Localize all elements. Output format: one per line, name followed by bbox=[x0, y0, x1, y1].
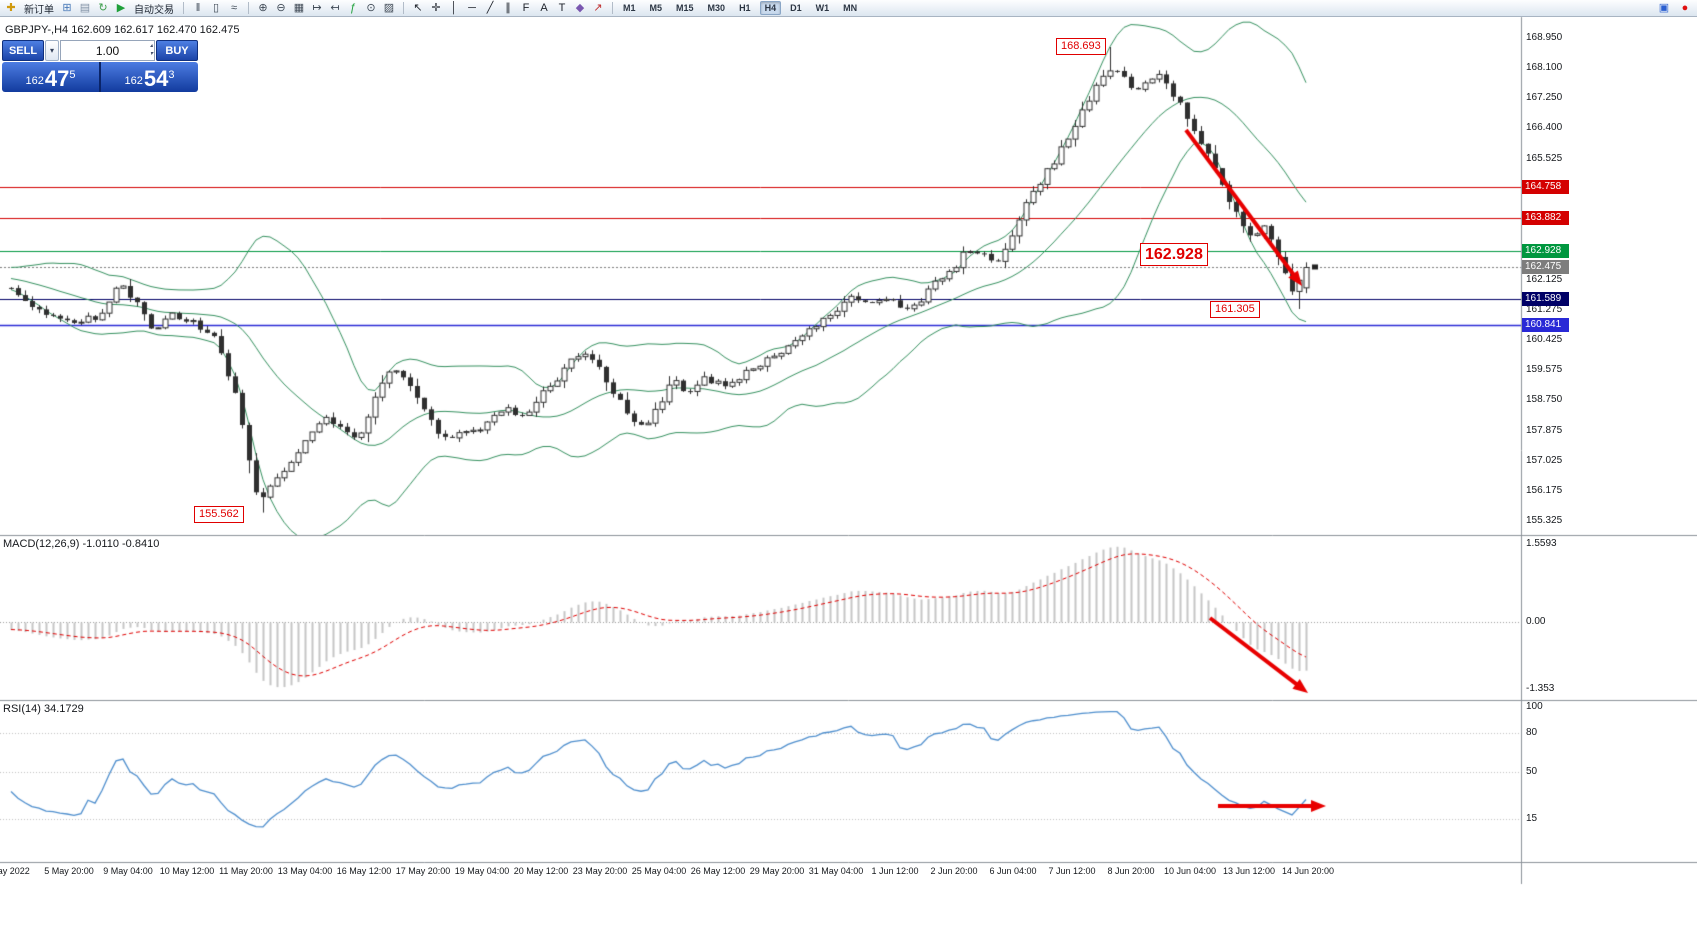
refresh-icon[interactable]: ↻ bbox=[98, 1, 108, 14]
volume-value: 1.00 bbox=[95, 43, 120, 58]
tile-windows-icon[interactable]: ▦ bbox=[293, 1, 305, 14]
one-click-trading-panel: SELL ▾ 1.00 ▴ ▾ BUY 162 47 5 162 54 3 bbox=[2, 40, 198, 92]
bar-chart-icon[interactable]: ‖ bbox=[195, 1, 201, 14]
timeframe-M30[interactable]: M30 bbox=[707, 3, 726, 13]
order-options-dropdown[interactable]: ▾ bbox=[45, 40, 59, 61]
timeframe-D1[interactable]: D1 bbox=[790, 3, 802, 13]
timeframe-H1[interactable]: H1 bbox=[739, 3, 751, 13]
ask-prefix: 162 bbox=[124, 75, 143, 87]
timeframe-MN[interactable]: MN bbox=[843, 3, 858, 13]
volume-stepper[interactable]: ▴ ▾ bbox=[150, 42, 153, 58]
arrows-icon[interactable]: ↗ bbox=[593, 1, 603, 14]
sell-button[interactable]: SELL bbox=[2, 40, 44, 61]
toolbar-separator bbox=[403, 2, 404, 14]
templates-icon[interactable]: ▨ bbox=[383, 1, 395, 14]
timeframe-M15[interactable]: M15 bbox=[676, 3, 694, 13]
cursor-icon[interactable]: ↖ bbox=[413, 1, 423, 14]
vertical-line-icon[interactable]: │ bbox=[450, 1, 458, 14]
label-icon[interactable]: T bbox=[558, 1, 566, 14]
rsi-panel-area[interactable] bbox=[0, 700, 1521, 862]
channel-icon[interactable]: ∥ bbox=[505, 1, 511, 14]
periods-icon[interactable]: ⊙ bbox=[366, 1, 376, 14]
price-axis[interactable] bbox=[1521, 17, 1697, 862]
timeframe-H4[interactable]: H4 bbox=[759, 1, 782, 15]
text-icon[interactable]: A bbox=[540, 1, 548, 14]
bid-pip: 5 bbox=[69, 69, 76, 81]
ask-price[interactable]: 162 54 3 bbox=[101, 62, 198, 92]
shapes-icon[interactable]: ◆ bbox=[575, 1, 585, 14]
macd-panel-area[interactable] bbox=[0, 535, 1521, 700]
toolbar-separator bbox=[183, 2, 184, 14]
auto-scroll-icon[interactable]: ↦ bbox=[312, 1, 322, 14]
zoom-in-icon[interactable]: ⊕ bbox=[258, 1, 268, 14]
spin-up-icon: ▴ bbox=[149, 43, 153, 49]
indicators-icon[interactable]: ƒ bbox=[349, 1, 357, 14]
rsi-label: RSI(14) 34.1729 bbox=[3, 703, 84, 715]
chart-windows-icon[interactable]: ⊞ bbox=[62, 1, 72, 14]
chevron-down-icon: ▾ bbox=[49, 46, 54, 55]
toolbar-tools: ✚ 新订单 ⊞ ▤ ↻ ▶ 自动交易 ‖ ▯ ≈ ⊕ ⊖ ▦ ↦ ↤ ƒ ⊙ ▨ ↖ ✛ │ ─ ╱ ∥ F A T ◆ ↗ bbox=[3, 1, 617, 16]
ask-pip: 3 bbox=[168, 69, 175, 81]
timeframe-M1[interactable]: M1 bbox=[623, 3, 636, 13]
bid-price[interactable]: 162 47 5 bbox=[2, 62, 101, 92]
timeframe-W1[interactable]: W1 bbox=[815, 3, 830, 13]
trendline-icon[interactable]: ╱ bbox=[486, 1, 494, 14]
line-chart-icon[interactable]: ≈ bbox=[230, 1, 238, 14]
toolbar: ✚ 新订单 ⊞ ▤ ↻ ▶ 自动交易 ‖ ▯ ≈ ⊕ ⊖ ▦ ↦ ↤ ƒ ⊙ ▨ ↖ ✛ │ ─ ╱ ∥ F A T ◆ ↗ M1 M5 M… bbox=[0, 0, 1697, 17]
new-order-label: 新订单 bbox=[24, 4, 54, 16]
ask-big-digits: 54 bbox=[143, 66, 169, 91]
macd-label: MACD(12,26,9) -1.0110 -0.8410 bbox=[3, 538, 160, 550]
main-chart-area[interactable] bbox=[0, 17, 1521, 535]
crosshair-icon[interactable]: ✛ bbox=[431, 1, 441, 14]
fibonacci-icon[interactable]: F bbox=[522, 1, 530, 14]
chart-mode-icon[interactable]: ▣ bbox=[1658, 2, 1670, 14]
timeframe-M5[interactable]: M5 bbox=[649, 3, 663, 13]
notification-icon[interactable]: ● bbox=[1681, 2, 1689, 14]
chart-symbol-ohlc: GBPJPY-,H4 162.609 162.617 162.470 162.4… bbox=[5, 24, 240, 36]
profiles-icon[interactable]: ▤ bbox=[79, 1, 91, 14]
bid-prefix: 162 bbox=[25, 75, 44, 87]
toolbar-separator bbox=[612, 2, 613, 14]
toolbar-right: ▣ ● bbox=[1656, 1, 1693, 16]
new-order-icon[interactable]: ✚ bbox=[6, 1, 16, 14]
auto-trading-icon[interactable]: ▶ bbox=[116, 1, 126, 14]
auto-trading-label: 自动交易 bbox=[134, 4, 174, 16]
timeframe-buttons: M1 M5 M15 M30 H1 H4 D1 W1 MN bbox=[617, 1, 863, 15]
horizontal-line-icon[interactable]: ─ bbox=[468, 1, 476, 14]
bid-big-digits: 47 bbox=[44, 66, 70, 91]
time-axis[interactable] bbox=[0, 862, 1697, 884]
chart-shift-icon[interactable]: ↤ bbox=[330, 1, 340, 14]
zoom-out-icon[interactable]: ⊖ bbox=[276, 1, 286, 14]
toolbar-separator bbox=[248, 2, 249, 14]
buy-button[interactable]: BUY bbox=[156, 40, 198, 61]
candlestick-chart-icon[interactable]: ▯ bbox=[212, 1, 220, 14]
spin-down-icon: ▾ bbox=[149, 51, 153, 57]
volume-input[interactable]: 1.00 ▴ ▾ bbox=[60, 40, 155, 61]
